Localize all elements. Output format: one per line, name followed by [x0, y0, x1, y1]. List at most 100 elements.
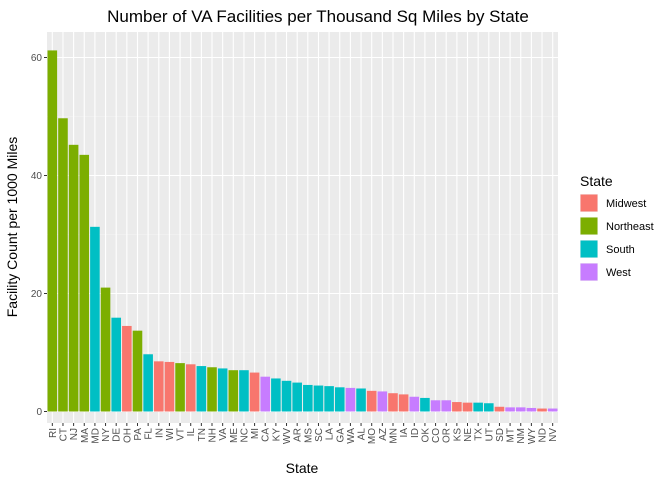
x-tick-label-mo: MO: [367, 428, 378, 444]
x-tick-label-nh: NH: [208, 428, 219, 442]
legend-key-west: [580, 263, 598, 281]
x-tick-label-mt: MT: [506, 428, 517, 442]
bar-id: [409, 396, 420, 412]
bar-wa: [345, 387, 356, 412]
bar-ny: [100, 287, 111, 412]
bar-nm: [515, 407, 526, 412]
x-tick-label-ny: NY: [101, 428, 112, 442]
legend: State Midwest Northeast South West: [580, 173, 654, 281]
x-tick-label-sc: SC: [314, 428, 325, 442]
bar-ga: [334, 387, 345, 412]
bar-ar: [292, 382, 302, 412]
bar-de: [111, 317, 121, 412]
y-tick-label: 0: [36, 407, 42, 418]
x-tick-label-id: ID: [410, 428, 421, 438]
x-tick-label-tn: TN: [197, 428, 208, 441]
bar-ks: [452, 402, 462, 412]
bar-me: [228, 370, 239, 412]
bar-va: [217, 368, 228, 412]
bar-pa: [132, 330, 143, 412]
legend-label-south: South: [606, 244, 635, 256]
bar-in: [153, 361, 164, 412]
y-axis-title: Facility Count per 1000 Miles: [4, 137, 20, 318]
bar-co: [430, 400, 441, 412]
bar-wv: [281, 380, 292, 412]
bars: [47, 50, 558, 412]
x-tick-label-nv: NV: [548, 428, 559, 442]
bar-ia: [398, 394, 409, 412]
bar-ct: [58, 118, 68, 412]
bar-sc: [313, 385, 324, 412]
x-axis: RI CT NJ MA MD NY DE OH PA FL IN WI VT IL TN NH VA ME NC MI…: [48, 423, 559, 444]
x-tick-label-ky: KY: [271, 428, 282, 442]
x-tick-label-co: CO: [431, 428, 442, 443]
x-tick-label-oh: OH: [122, 428, 133, 443]
x-tick-label-nc: NC: [239, 428, 250, 442]
chart-title: Number of VA Facilities per Thousand Sq …: [107, 7, 529, 26]
x-tick-label-il: IL: [186, 428, 197, 437]
x-tick-label-me: ME: [229, 428, 240, 443]
bar-al: [356, 388, 366, 412]
bar-ok: [420, 397, 430, 412]
x-tick-label-pa: PA: [133, 428, 144, 441]
bar-oh: [122, 325, 132, 412]
x-tick-label-mn: MN: [388, 428, 399, 444]
x-tick-label-ks: KS: [452, 428, 463, 442]
x-tick-label-ms: MS: [303, 428, 314, 443]
x-tick-label-nd: ND: [538, 428, 549, 442]
bar-nc: [239, 370, 249, 412]
bar-nd: [537, 408, 547, 412]
bar-wi: [164, 361, 175, 412]
x-tick-label-tx: TX: [474, 428, 485, 441]
legend-label-west: West: [606, 267, 631, 279]
legend-key-south: [580, 240, 598, 258]
x-tick-label-vt: VT: [176, 428, 187, 441]
x-axis-title: State: [286, 460, 319, 476]
bar-ut: [484, 403, 494, 412]
bar-ms: [303, 384, 313, 412]
x-tick-label-in: IN: [154, 428, 165, 438]
x-tick-label-va: VA: [218, 428, 229, 441]
y-tick-label: 40: [31, 171, 43, 182]
bar-nv: [547, 408, 558, 412]
y-tick-label: 20: [31, 289, 43, 300]
bar-tx: [473, 402, 483, 412]
x-tick-label-wa: WA: [346, 428, 357, 444]
legend-title: State: [580, 173, 613, 189]
bar-nj: [68, 144, 79, 412]
bar-md: [90, 226, 100, 412]
bar-ne: [462, 402, 473, 412]
x-tick-label-nm: NM: [516, 428, 527, 444]
bar-mn: [388, 393, 398, 412]
x-tick-label-nj: NJ: [69, 428, 80, 440]
x-tick-label-az: AZ: [378, 428, 389, 441]
bar-az: [377, 391, 388, 412]
x-tick-label-wi: WI: [165, 428, 176, 440]
legend-key-northeast: [580, 217, 598, 235]
bar-ri: [47, 50, 58, 412]
x-tick-label-ri: RI: [48, 428, 59, 438]
x-tick-label-wv: WV: [282, 428, 293, 444]
x-tick-label-ok: OK: [420, 428, 431, 443]
x-tick-label-md: MD: [90, 428, 101, 444]
x-tick-label-mi: MI: [250, 428, 261, 439]
x-tick-label-ar: AR: [293, 428, 304, 442]
bar-fl: [143, 354, 153, 412]
bar-tn: [196, 366, 207, 412]
legend-label-northeast: Northeast: [606, 221, 654, 233]
x-tick-label-de: DE: [112, 428, 123, 442]
x-tick-label-ct: CT: [58, 428, 69, 441]
x-tick-label-ne: NE: [463, 428, 474, 442]
bar-mo: [366, 390, 377, 412]
x-tick-label-ca: CA: [261, 428, 272, 442]
bar-or: [441, 400, 452, 412]
x-tick-label-sd: SD: [495, 428, 506, 442]
x-tick-label-wy: WY: [527, 428, 538, 444]
x-tick-label-al: AL: [357, 428, 368, 441]
x-tick-label-fl: FL: [144, 428, 155, 440]
x-tick-label-ga: GA: [335, 428, 346, 443]
bar-vt: [175, 363, 185, 412]
plot-panel: [47, 32, 558, 423]
x-tick-label-ma: MA: [80, 428, 91, 443]
bar-la: [324, 386, 334, 412]
